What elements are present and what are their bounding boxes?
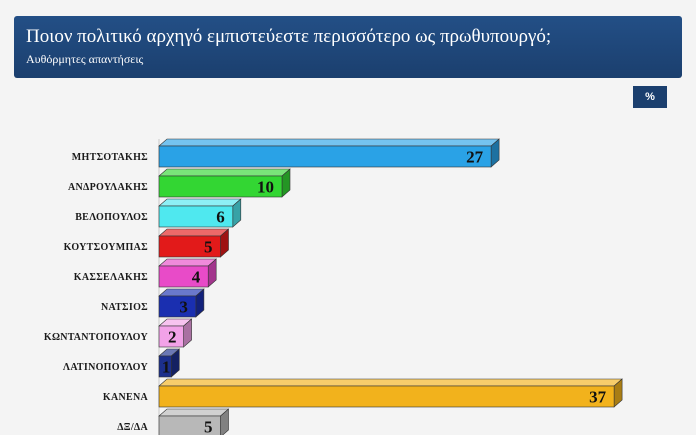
bar-top-face <box>158 138 500 147</box>
chart-subtitle: Αυθόρμητες απαντήσεις <box>26 52 144 66</box>
bar-value-label: 5 <box>204 238 213 257</box>
bar-value-label: 10 <box>257 178 274 197</box>
bar-group: 27 ΜΗΤΣΟΤΑΚΗΣ <box>72 138 500 168</box>
bar-group: 6 ΒΕΛΟΠΟΥΛΟΣ <box>75 198 242 228</box>
bar <box>158 235 221 258</box>
bar-top-face <box>158 378 623 387</box>
bar <box>158 205 234 228</box>
category-label: ΑΝΔΡΟΥΛΑΚΗΣ <box>68 182 148 193</box>
bar-group: 37 ΚΑΝΕΝΑ <box>103 378 623 408</box>
category-label: ΚΩΝΤΑΝΤΟΠΟΥΛΟΥ <box>44 332 149 343</box>
category-label: ΔΞ/ΔΑ <box>117 422 148 433</box>
category-label: ΜΗΤΣΟΤΑΚΗΣ <box>72 152 148 163</box>
category-label: ΛΑΤΙΝΟΠΟΥΛΟΥ <box>63 362 149 373</box>
bar-value-label: 27 <box>466 148 484 167</box>
bar-group: 5 ΔΞ/ΔΑ <box>117 408 230 435</box>
bar-value-label: 5 <box>204 418 213 435</box>
bar-group: 10 ΑΝΔΡΟΥΛΑΚΗΣ <box>68 168 291 198</box>
bar <box>158 385 615 408</box>
bar-top-face <box>158 168 291 177</box>
bar <box>158 415 221 435</box>
bar-top-face <box>158 198 242 207</box>
category-label: ΝΑΤΣΙΟΣ <box>101 302 148 313</box>
bar-value-label: 6 <box>216 208 225 227</box>
category-label: ΚΑΣΣΕΛΑΚΗΣ <box>74 272 148 283</box>
bar-value-label: 2 <box>168 328 177 347</box>
bar-top-face <box>158 228 230 237</box>
bar <box>158 325 184 348</box>
bar-group: 4 ΚΑΣΣΕΛΑΚΗΣ <box>74 258 217 288</box>
bar-group: 2 ΚΩΝΤΑΝΤΟΠΟΥΛΟΥ <box>44 318 193 348</box>
bar-top-face <box>158 408 230 417</box>
bar-group: 1 ΛΑΤΙΝΟΠΟΥΛΟΥ <box>63 348 181 378</box>
bar <box>158 295 197 318</box>
bar <box>158 355 172 378</box>
chart-title: Ποιον πολιτικό αρχηγό εμπιστεύεστε περισ… <box>26 26 552 47</box>
bar-group: 3 ΝΑΤΣΙΟΣ <box>101 288 205 318</box>
bar-top-face <box>158 258 217 267</box>
category-label: ΚΟΥΤΣΟΥΜΠΑΣ <box>64 242 148 253</box>
category-label: ΚΑΝΕΝΑ <box>103 392 149 403</box>
bar-value-label: 3 <box>179 298 188 317</box>
bar-value-label: 37 <box>589 388 607 407</box>
chart-header: Ποιον πολιτικό αρχηγό εμπιστεύεστε περισ… <box>14 16 682 78</box>
bar <box>158 265 209 288</box>
bar <box>158 175 283 198</box>
bar <box>158 145 492 168</box>
bar-value-label: 1 <box>162 358 171 377</box>
unit-badge: % <box>633 86 667 108</box>
bar-value-label: 4 <box>192 268 201 287</box>
category-label: ΒΕΛΟΠΟΥΛΟΣ <box>75 212 148 223</box>
bar-group: 5 ΚΟΥΤΣΟΥΜΠΑΣ <box>64 228 230 258</box>
